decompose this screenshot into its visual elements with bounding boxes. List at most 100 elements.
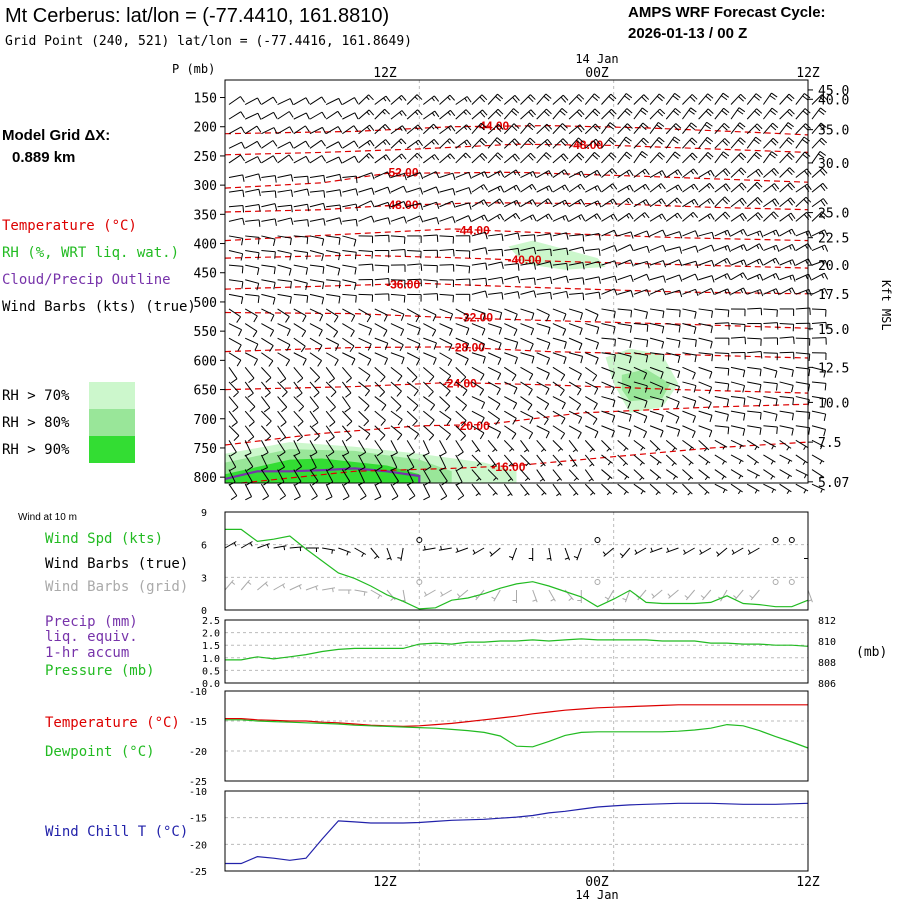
profile-barb-24-0: [228, 454, 237, 472]
profile-barb-5-23: [601, 168, 618, 178]
profile-barb-15-23: [601, 323, 616, 334]
profile-barb-13-13: [439, 293, 454, 303]
profile-barb-7-8: [358, 200, 375, 208]
profile-barb-15-29: [698, 323, 713, 334]
profile-barb-16-13: [439, 337, 453, 351]
profile-barb-6-31: [730, 182, 747, 193]
profile-barb-26-34: [779, 483, 792, 495]
profile-barb-9-1: [245, 235, 260, 245]
surface-barb-true-21: [564, 547, 570, 561]
profile-barb-18-28: [682, 366, 696, 380]
profile-barb-23-33: [763, 439, 777, 450]
profile-barb-7-36: [811, 198, 828, 208]
profile-barb-14-27: [666, 308, 681, 318]
profile-barb-4-1: [244, 156, 262, 164]
pressure-tick-label-13: 800: [194, 471, 217, 486]
profile-barb-14-22: [585, 308, 599, 322]
profile-barb-6-9: [374, 186, 391, 194]
profile-barb-11-9: [374, 264, 390, 273]
profile-barb-19-18: [520, 381, 533, 396]
profile-barb-18-20: [552, 366, 566, 381]
profile-barb-24-30: [714, 454, 727, 465]
profile-barb-10-8: [358, 250, 374, 259]
pressure-label: Pressure (mb): [45, 663, 155, 679]
profile-barb-13-18: [520, 290, 537, 298]
surface-barb-true-calm-35: [788, 537, 795, 543]
profile-barb-5-9: [374, 171, 391, 179]
profile-barb-10-25: [633, 245, 650, 254]
profile-barb-18-11: [406, 366, 418, 383]
height-tick-label-1: 40.0: [818, 93, 849, 108]
precip-tick-label-0: 0.0: [202, 679, 220, 690]
profile-barb-17-2: [261, 352, 274, 367]
profile-barb-17-12: [423, 352, 437, 365]
profile-barb-20-5: [309, 396, 319, 413]
profile-barb-25-27: [665, 469, 679, 480]
profile-barb-2-0: [228, 126, 246, 135]
profile-barb-19-35: [795, 381, 811, 392]
profile-barb-10-36: [811, 244, 829, 252]
profile-barb-24-29: [698, 454, 711, 466]
profile-barb-23-10: [390, 440, 398, 457]
wind-speed-line: [225, 528, 809, 610]
profile-barb-14-17: [504, 308, 518, 321]
profile-barb-1-1: [244, 112, 262, 120]
profile-barb-16-8: [358, 337, 372, 351]
profile-barb-26-27: [665, 483, 678, 495]
profile-barb-13-28: [682, 288, 699, 297]
profile-barb-25-15: [471, 469, 482, 482]
profile-barb-23-22: [584, 440, 596, 452]
top-axis-label-12z-2: 12Z: [796, 66, 820, 81]
isotherm-line-8: [224, 346, 809, 359]
profile-barb-26-4: [293, 483, 301, 501]
profile-barb-6-34: [779, 182, 796, 193]
profile-barb-6-11: [406, 187, 424, 195]
temp-tick-label-0: -25: [189, 777, 207, 788]
profile-barb-5-15: [471, 171, 489, 179]
profile-barb-20-9: [374, 396, 387, 411]
profile-barb-19-9: [374, 381, 386, 398]
surface-barb-true-22: [573, 547, 582, 561]
profile-barb-9-33: [763, 229, 780, 237]
profile-barb-13-6: [326, 293, 341, 304]
profile-frame: [224, 79, 809, 484]
profile-barb-11-27: [666, 259, 683, 267]
profile-barb-6-25: [633, 183, 650, 193]
profile-barb-8-21: [568, 214, 586, 222]
profile-barb-10-20: [552, 247, 569, 256]
profile-barb-19-22: [585, 381, 599, 395]
model-grid-label: Model Grid ΔX:: [2, 127, 110, 144]
profile-barb-2-33: [763, 122, 779, 135]
profile-barb-24-26: [649, 454, 662, 466]
profile-barb-9-8: [358, 235, 374, 244]
profile-barb-3-1: [244, 140, 262, 149]
profile-barb-15-5: [309, 323, 323, 337]
profile-barb-15-0: [228, 323, 243, 337]
profile-barb-12-36: [811, 272, 829, 281]
profile-barb-2-36: [811, 122, 827, 135]
profile-barb-20-22: [585, 396, 598, 410]
profile-barb-21-25: [633, 410, 648, 424]
profile-barb-14-9: [374, 308, 388, 322]
profile-barb-0-2: [261, 96, 278, 105]
profile-barb-11-34: [779, 259, 796, 267]
profile-barb-3-30: [714, 138, 731, 149]
profile-barb-13-0: [228, 293, 244, 304]
isotherm-line-3: [224, 202, 809, 213]
profile-barb-8-28: [682, 211, 699, 222]
profile-barb-22-18: [520, 425, 534, 440]
profile-barb-12-0: [228, 279, 244, 289]
profile-barb-6-23: [601, 183, 618, 193]
profile-barb-0-34: [779, 93, 795, 105]
surface-barb-grid-32: [733, 589, 744, 601]
profile-barb-16-27: [666, 337, 681, 348]
profile-right-axis-title: Kft MSL: [879, 280, 893, 331]
height-tick-label-10: 10.0: [818, 396, 849, 411]
profile-barb-1-8: [358, 109, 375, 120]
profile-barb-3-33: [763, 137, 779, 149]
profile-barb-2-34: [779, 122, 794, 135]
profile-barb-0-32: [746, 93, 762, 105]
profile-barb-21-28: [682, 410, 696, 423]
surface-barb-grid-27: [651, 589, 663, 599]
temp-tick-label-3: -10: [189, 687, 207, 698]
